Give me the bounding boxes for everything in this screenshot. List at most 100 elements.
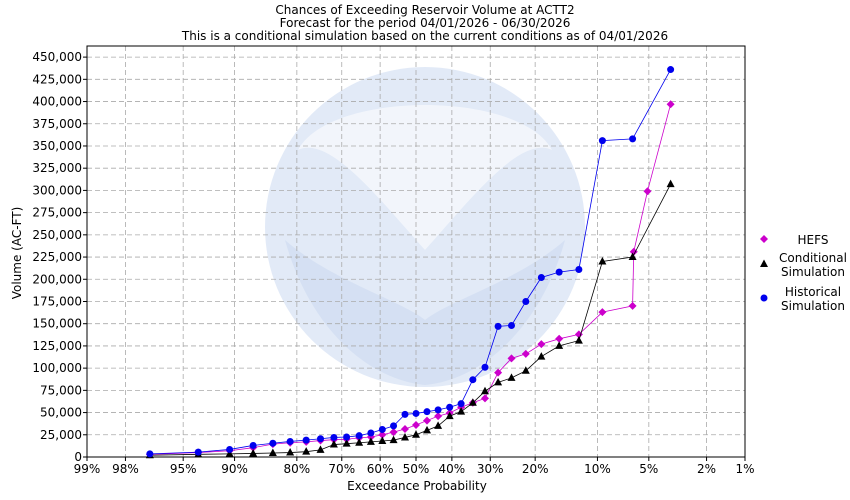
data-point [401,410,409,418]
y-tick-label: 0 [74,450,82,464]
y-tick-label: 200,000 [32,272,82,286]
y-tick-label: 125,000 [32,339,82,353]
y-tick-label: 350,000 [32,139,82,153]
x-tick-label: 95% [170,462,197,476]
y-tick-label: 300,000 [32,183,82,197]
data-point [378,430,387,439]
data-point [522,297,530,305]
data-point [507,354,516,363]
data-point [537,340,546,349]
y-tick-label: 275,000 [32,206,82,220]
data-point [389,428,398,437]
data-point [434,406,442,414]
x-tick-label: 70% [328,462,355,476]
data-point [146,450,154,458]
data-point [457,400,465,408]
legend-label: Simulation [781,299,845,313]
data-point [389,435,398,444]
data-point [629,135,637,143]
plot-axes: 0 25,000 50,000 75,000 100,000 125,000 150,000… [32,45,755,476]
data-point [412,421,420,430]
data-point [355,432,363,440]
data-point [666,179,675,188]
legend-label: Historical [785,285,841,299]
data-point [194,448,202,456]
data-point [598,308,607,317]
x-tick-label: 1% [735,462,754,476]
y-tick-label: 75,000 [40,383,82,397]
x-tick-label: 2% [697,462,716,476]
data-point [400,432,409,441]
x-axis-title: Exceedance Probability [347,479,487,493]
data-point [666,100,675,109]
data-point [481,363,489,371]
x-tick-label: 30% [477,462,504,476]
data-point [423,425,432,434]
data-point [628,252,637,261]
legend-label: HEFS [798,233,829,247]
y-tick-label: 425,000 [32,72,82,86]
data-point [286,448,295,456]
data-point [268,448,277,457]
legend-label: Simulation [781,265,845,279]
y-tick-label: 400,000 [32,95,82,109]
data-point [317,435,325,443]
data-point [400,425,409,434]
data-point [555,341,564,349]
x-tick-label: 80% [284,462,311,476]
data-point [555,334,564,343]
x-tick-label: 5% [639,462,658,476]
data-point [302,447,311,455]
x-tick-label: 60% [367,462,394,476]
data-point [457,407,466,415]
data-point [480,386,489,395]
data-point [537,352,546,360]
data-point [629,247,638,256]
data-point [329,440,338,448]
plot-series [145,66,675,459]
data-point [367,429,375,437]
legend-label: Conditional [779,251,847,265]
legend-marker [760,294,768,302]
x-tick-label: 98% [112,462,139,476]
y-tick-label: 175,000 [32,294,82,308]
data-point [667,66,675,74]
data-point [480,394,489,403]
data-point [249,448,258,457]
y-tick-label: 150,000 [32,317,82,331]
data-point [316,445,325,453]
data-point [469,376,477,384]
y-tick-label: 375,000 [32,117,82,131]
data-point [366,437,375,445]
data-point [446,403,454,411]
series-historical-simulation [146,66,675,458]
data-point [225,449,234,457]
data-point [412,430,420,438]
x-tick-label: 20% [522,462,549,476]
chart-subtitle-period: Forecast for the period 04/01/2026 - 06/… [280,16,571,30]
data-point [574,336,583,344]
data-point [555,268,563,276]
x-tick-label: 50% [403,462,430,476]
data-point [468,398,477,406]
y-tick-label: 50,000 [40,406,82,420]
data-point [390,422,398,430]
data-point [575,265,583,273]
data-point [598,137,606,145]
plot-grid [87,46,745,457]
data-point [330,433,338,441]
data-point [343,433,351,441]
data-point [423,408,431,416]
data-point [494,377,503,386]
data-point [378,436,387,445]
data-point [643,187,652,196]
x-tick-label: 90% [221,462,248,476]
y-tick-label: 325,000 [32,161,82,175]
y-tick-label: 250,000 [32,228,82,242]
data-point [423,416,432,425]
y-tick-label: 25,000 [40,428,82,442]
legend-item: HEFS [760,233,828,247]
data-point [302,436,310,444]
